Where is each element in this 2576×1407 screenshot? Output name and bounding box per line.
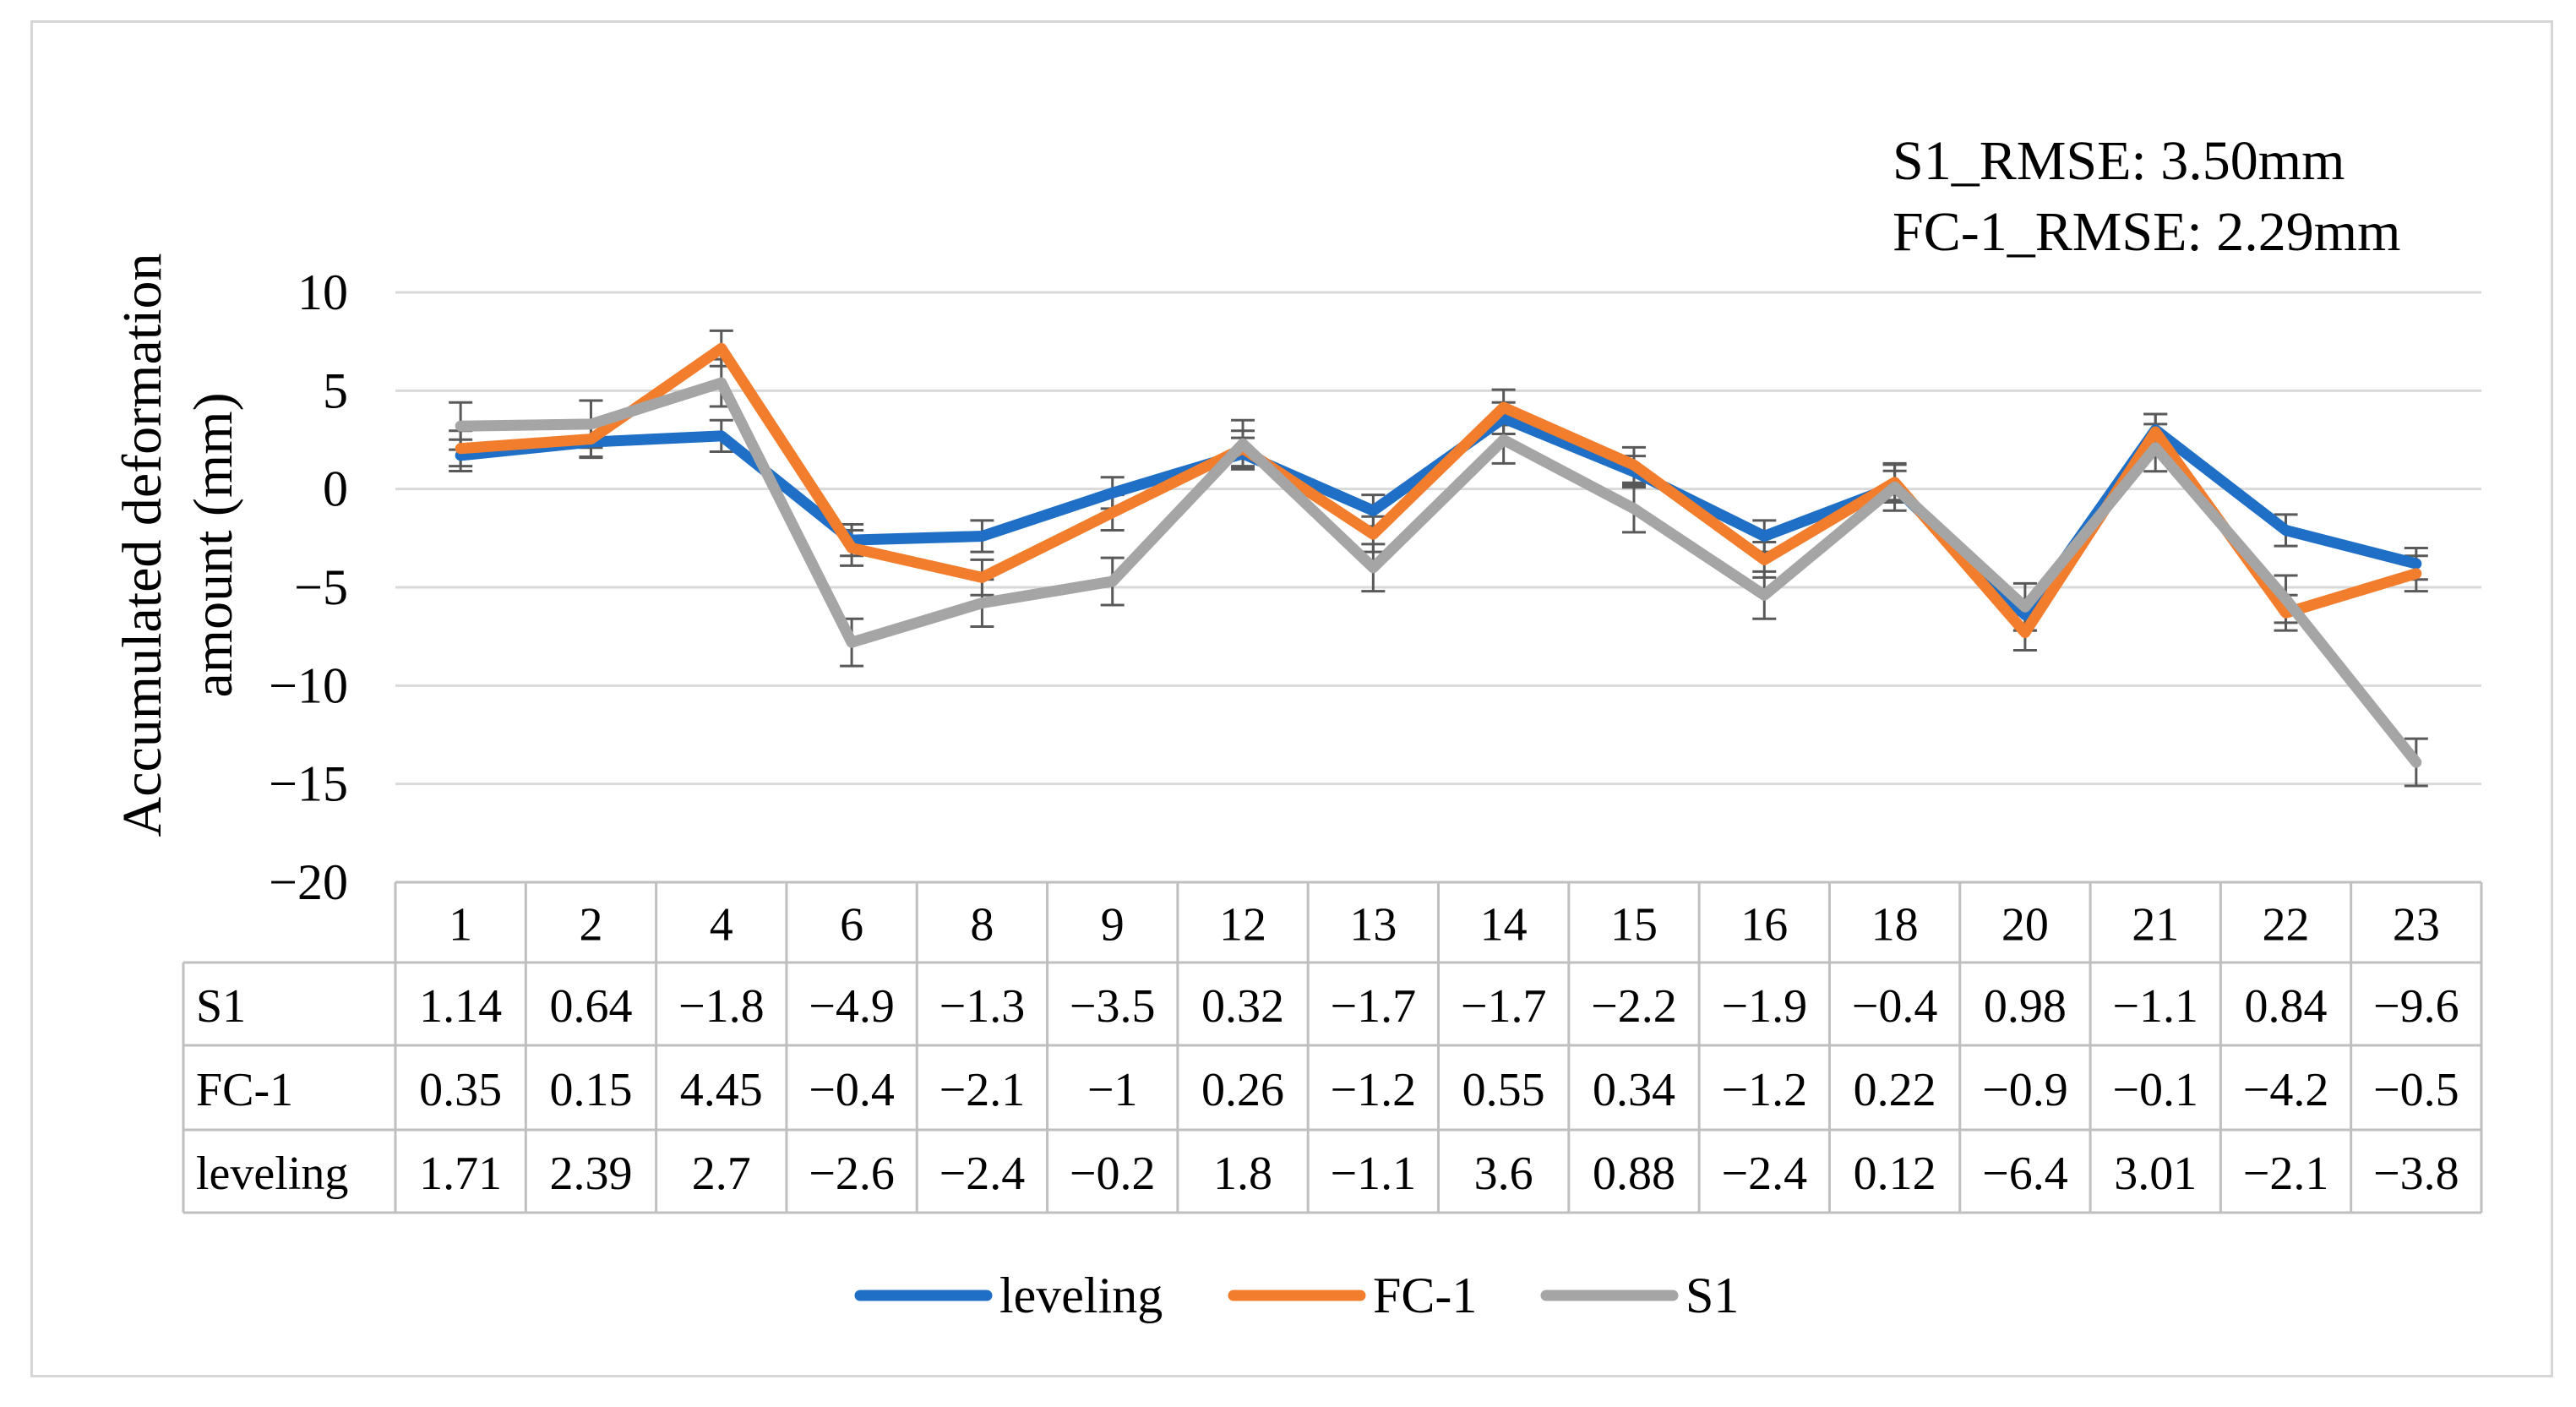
chart-frame [30,20,2553,1377]
table-cell: 0.64 [549,980,632,1033]
y-axis-title-line: Accumulated deformation [112,254,173,837]
x-category-label: 13 [1349,899,1397,952]
x-category-label: 23 [2393,899,2440,952]
table-cell: 1.14 [419,980,502,1033]
table-cell: −0.1 [2112,1064,2198,1116]
x-category-label: 6 [840,899,863,952]
y-axis-ticks: 10 5 0 −5 −10 −15 −20 [269,264,348,910]
table-cell: −1.3 [939,980,1026,1033]
table-cell: −2.6 [809,1148,895,1200]
x-category-label: 9 [1101,899,1125,952]
table-cell: −2.4 [939,1148,1026,1200]
table-cell: 0.55 [1462,1064,1545,1116]
table-cell: 0.12 [1854,1148,1936,1200]
series-line-s1 [455,377,2422,768]
y-tick-label: −20 [269,854,348,910]
x-category-label: 15 [1610,899,1658,952]
rmse-annotation: FC-1_RMSE: 2.29mm [1893,201,2400,263]
x-category-label: 12 [1219,899,1266,952]
table-cell: 1.71 [419,1148,502,1200]
legend-label: S1 [1686,1268,1739,1323]
rmse-annotation: S1_RMSE: 3.50mm [1893,130,2345,192]
series-lines [449,329,2428,788]
table-cell: −1.1 [1331,1148,1417,1200]
table-cell: 0.34 [1593,1064,1675,1116]
x-category-label: 8 [970,899,994,952]
x-category-label: 22 [2263,899,2310,952]
table-cell: 0.22 [1854,1064,1936,1116]
table-cell: −0.4 [1852,980,1938,1033]
table-cell: 0.88 [1593,1148,1675,1200]
table-cell: 0.84 [2245,980,2328,1033]
table-cell: −2.4 [1721,1148,1807,1200]
table-cell: −0.9 [1982,1064,2068,1116]
legend-item-s1: S1 [1540,1268,1739,1323]
y-axis-title-group: Accumulated deformation amount (mm) [112,254,244,837]
table-cell: −1.2 [1721,1064,1807,1116]
table-cell: 3.6 [1474,1148,1533,1200]
y-tick-label: −10 [269,657,348,713]
table-cell: 4.45 [680,1064,763,1116]
x-category-label: 20 [2001,899,2049,952]
table-cell: −2.1 [939,1064,1026,1116]
table-cell: 0.35 [419,1064,502,1116]
legend-item-fc-1: FC-1 [1228,1268,1477,1323]
table-cell: 2.39 [549,1148,632,1200]
table-cell: −0.4 [809,1064,895,1116]
gridlines [395,291,2481,884]
table-cell: 0.98 [1984,980,2067,1033]
table-cell: −6.4 [1982,1148,2068,1200]
y-axis-title: Accumulated deformation amount (mm) [112,254,244,837]
table-row-label: S1 [196,980,246,1033]
table-cell: −0.5 [2373,1064,2459,1116]
legend-label: leveling [999,1268,1163,1323]
legend-item-leveling: leveling [854,1268,1163,1323]
x-category-label: 16 [1740,899,1788,952]
table-cell: 0.26 [1201,1064,1284,1116]
y-tick-label: 0 [323,461,348,517]
table-cell: −4.2 [2243,1064,2329,1116]
table-cell: −3.8 [2373,1148,2459,1200]
table-cell: −1.2 [1331,1064,1417,1116]
x-category-label: 1 [449,899,472,952]
table-cell: −1.7 [1461,980,1547,1033]
x-category-label: 18 [1871,899,1919,952]
y-tick-label: 5 [323,363,348,418]
y-tick-label: 10 [297,264,348,320]
table-cell: 0.15 [549,1064,632,1116]
rmse-annotations: S1_RMSE: 3.50mm FC-1_RMSE: 2.29mm [1893,130,2400,263]
table-cell: 2.7 [692,1148,751,1200]
table-cell: −3.5 [1070,980,1156,1033]
table-row-label: leveling [196,1148,348,1200]
table-cell: −1.1 [2112,980,2198,1033]
y-tick-label: −15 [269,756,348,812]
table-cell: 0.32 [1201,980,1284,1033]
table-cell: −1.9 [1721,980,1807,1033]
table-cell: −9.6 [2373,980,2459,1033]
legend-label: FC-1 [1373,1268,1477,1323]
table-cell: −2.2 [1591,980,1677,1033]
table-cell: −1.7 [1331,980,1417,1033]
x-category-label: 21 [2132,899,2179,952]
table-cell: −2.1 [2243,1148,2329,1200]
table-cell: 3.01 [2114,1148,2197,1200]
y-tick-label: −5 [294,559,348,615]
x-category-label: 14 [1480,899,1528,952]
table-row-label: FC-1 [196,1064,293,1116]
table-cell: 1.8 [1213,1148,1272,1200]
x-category-label: 2 [579,899,602,952]
legend: leveling FC-1 S1 [854,1268,1739,1323]
x-category-label: 4 [710,899,733,952]
table-cell: −4.9 [809,980,895,1033]
table-cell: −0.2 [1070,1148,1156,1200]
table-cell: −1 [1087,1064,1138,1116]
table-cell: −1.8 [678,980,765,1033]
y-axis-title-line: amount (mm) [182,392,244,697]
